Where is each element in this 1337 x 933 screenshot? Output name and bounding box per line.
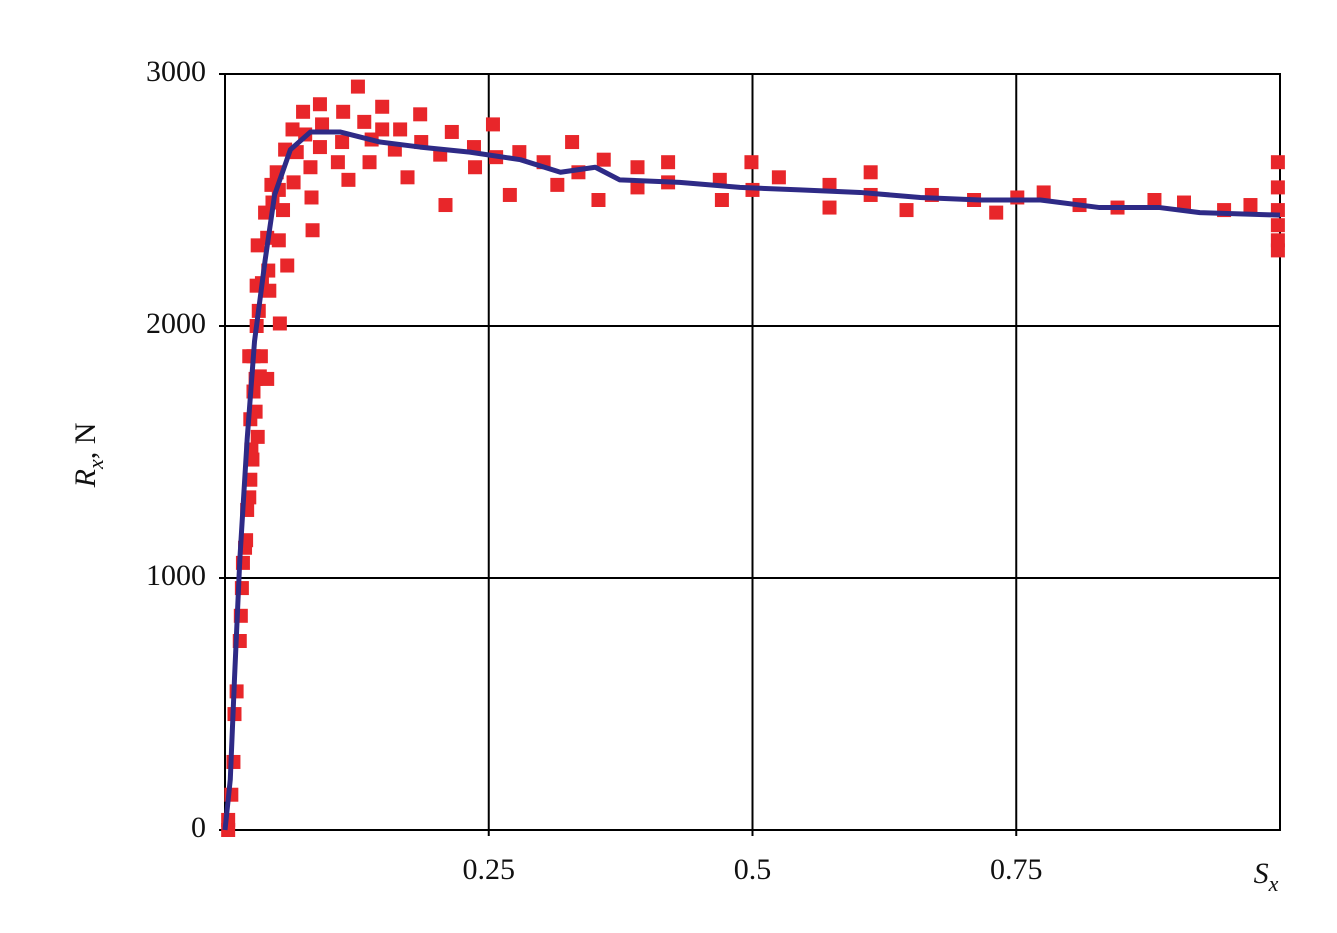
scatter-point [304,190,319,205]
scatter-point [350,79,365,94]
scatter-point [1270,180,1285,195]
y-tick-label: 0 [191,811,206,844]
y-tick-label: 2000 [146,307,206,340]
scatter-point [248,404,263,419]
x-tick-label: 0.75 [990,853,1043,886]
scatter-point [303,160,318,175]
scatter-point [262,283,277,298]
scatter-point [444,124,459,139]
scatter-point [468,160,483,175]
scatter-point [341,172,356,187]
scatter-point [336,104,351,119]
scatter-point [271,233,286,248]
scatter-point [357,114,372,129]
scatter-point [272,316,287,331]
x-axis-label-main: S [1254,857,1269,890]
scatter-point [413,107,428,122]
scatter-point [630,180,645,195]
scatter-point [312,97,327,112]
x-axis-label: Sx [1254,857,1279,896]
scatter-point [591,193,606,207]
x-axis-label-subscript: x [1268,871,1279,896]
scatter-point [744,155,759,170]
scatter-point [822,200,837,215]
scatter-point [286,175,301,190]
scatter-point [863,165,878,180]
scatter-point [250,429,265,444]
scatter-point [362,155,377,170]
scatter-point [305,223,320,238]
scatter-point [315,117,330,132]
scatter-point [596,152,611,167]
y-tick-label: 1000 [146,559,206,592]
scatter-point [1176,195,1191,210]
y-axis-label-subscript: x [83,459,108,470]
scatter-point [714,193,729,207]
scatter-point [899,203,914,218]
scatter-point [375,122,390,137]
scatter-point [771,170,786,185]
scatter-point [630,160,645,175]
scatter-point [375,99,390,114]
scatter-point [285,122,300,137]
scatter-point [330,155,345,170]
scatter-point [822,177,837,192]
y-axis-label: Rx, N [69,423,108,489]
scatter-point [280,258,295,273]
scatter-point [1270,218,1285,233]
scatter-point [989,205,1004,220]
x-tick-label: 0.25 [463,853,516,886]
scatter-point [312,140,327,155]
y-axis-label-main: R [69,469,102,488]
scatter-point [245,452,260,467]
scatter-point [661,155,676,170]
scatter-point [1036,185,1051,200]
scatter-point [512,145,527,160]
scatter-point [335,135,350,150]
scatter-point [260,371,275,386]
scatter-point [1270,243,1285,258]
y-axis-label-unit: , N [69,423,102,460]
scatter-point [400,170,415,185]
plot-frame [224,73,1281,831]
y-tick-label: 3000 [146,55,206,88]
scatter-point [393,122,408,137]
scatter-point [276,203,291,218]
scatter-point [296,104,311,119]
scatter-point [1147,193,1162,207]
scatter-point [550,177,565,192]
scatter-point [485,117,500,132]
scatter-point [438,198,453,213]
scatter-point [1270,155,1285,170]
x-tick-label: 0.5 [734,853,772,886]
scatter-point [502,187,517,202]
scatter-point [565,135,580,150]
scatter-point [253,349,268,364]
scatter-point [1243,198,1258,213]
fit-line [222,129,1281,831]
